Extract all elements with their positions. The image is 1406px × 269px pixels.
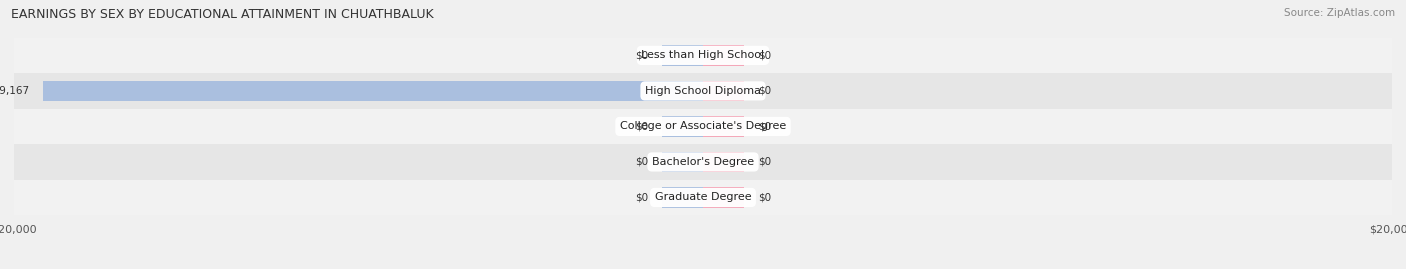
Text: $19,167: $19,167 xyxy=(0,86,30,96)
Text: Graduate Degree: Graduate Degree xyxy=(655,193,751,203)
Text: $0: $0 xyxy=(634,193,648,203)
Text: College or Associate's Degree: College or Associate's Degree xyxy=(620,121,786,132)
Text: Less than High School: Less than High School xyxy=(641,50,765,60)
Text: $0: $0 xyxy=(758,193,772,203)
Bar xyxy=(14,109,1392,144)
Bar xyxy=(14,73,1392,109)
Text: $0: $0 xyxy=(634,121,648,132)
Text: $0: $0 xyxy=(634,157,648,167)
Text: Source: ZipAtlas.com: Source: ZipAtlas.com xyxy=(1284,8,1395,18)
Text: $0: $0 xyxy=(758,50,772,60)
Bar xyxy=(14,180,1392,215)
Text: $0: $0 xyxy=(758,157,772,167)
Bar xyxy=(662,45,703,66)
Bar xyxy=(703,187,744,208)
Text: EARNINGS BY SEX BY EDUCATIONAL ATTAINMENT IN CHUATHBALUK: EARNINGS BY SEX BY EDUCATIONAL ATTAINMEN… xyxy=(11,8,434,21)
Text: $0: $0 xyxy=(634,50,648,60)
Bar xyxy=(14,144,1392,180)
Bar xyxy=(703,116,744,137)
Text: High School Diploma: High School Diploma xyxy=(645,86,761,96)
Text: $0: $0 xyxy=(758,86,772,96)
Bar xyxy=(662,152,703,172)
Bar xyxy=(42,81,703,101)
Bar xyxy=(703,152,744,172)
Bar xyxy=(703,81,744,101)
Text: $0: $0 xyxy=(758,121,772,132)
Bar xyxy=(703,45,744,66)
Bar xyxy=(662,116,703,137)
Bar xyxy=(662,187,703,208)
Text: Bachelor's Degree: Bachelor's Degree xyxy=(652,157,754,167)
Bar xyxy=(14,38,1392,73)
